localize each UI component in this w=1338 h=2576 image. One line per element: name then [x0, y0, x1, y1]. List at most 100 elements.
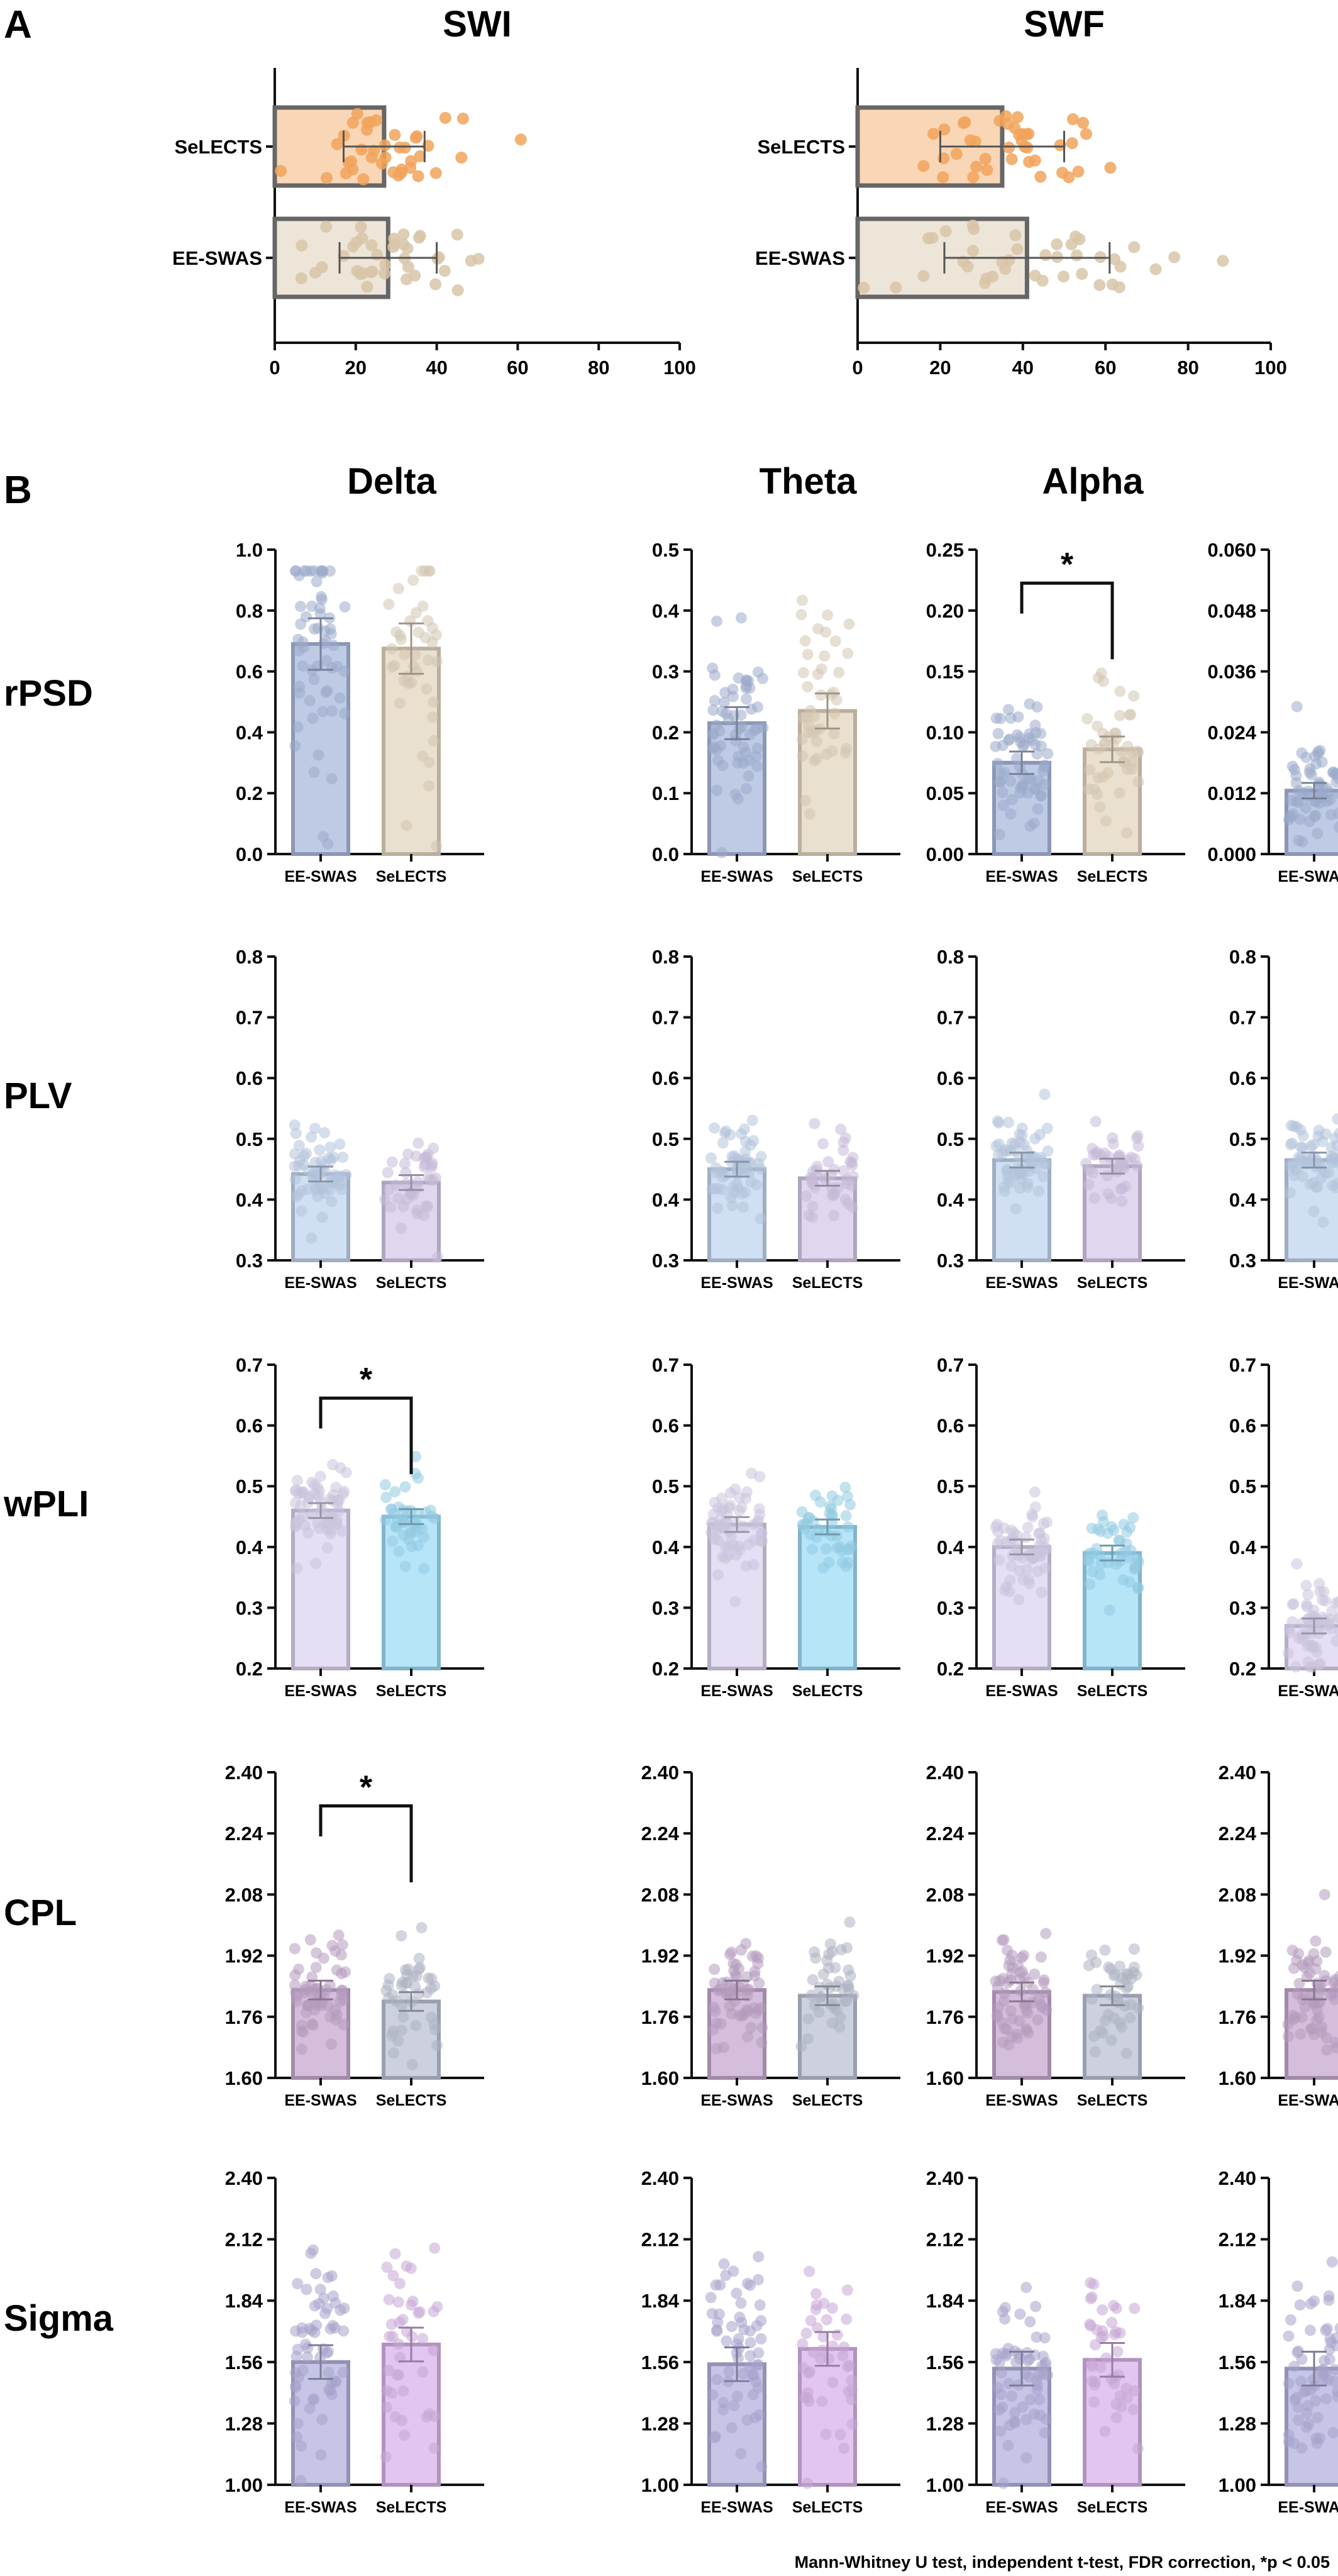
data-point	[1015, 1167, 1027, 1179]
data-point	[712, 1569, 724, 1581]
x-category-label: SeLECTS	[376, 2092, 447, 2109]
data-point	[289, 1969, 301, 1981]
data-point	[410, 2019, 422, 2031]
data-point	[826, 1945, 838, 1957]
data-point	[406, 1541, 417, 1553]
data-point	[306, 1232, 318, 1244]
y-tick-label: 0.8	[236, 600, 263, 622]
x-tick-label: 0	[852, 357, 863, 379]
data-point	[290, 1996, 302, 2007]
data-point	[431, 2040, 443, 2051]
data-point	[1003, 1960, 1015, 1972]
data-point	[1100, 815, 1112, 827]
data-point	[324, 1141, 336, 1153]
data-point	[331, 138, 343, 150]
data-point	[753, 2251, 765, 2263]
y-tick-label: 1.28	[641, 2412, 679, 2434]
data-point	[1326, 2256, 1338, 2268]
data-point	[1112, 2346, 1124, 2358]
data-point	[707, 704, 719, 716]
y-tick-label: 0.6	[236, 661, 263, 683]
y-tick-label: 0.5	[236, 1128, 263, 1150]
data-point	[1131, 1160, 1143, 1172]
data-point	[455, 152, 468, 164]
y-tick-label: 0.0	[236, 843, 263, 865]
y-tick-label: 0.4	[1229, 1189, 1257, 1211]
data-point	[1013, 1594, 1025, 1606]
data-point	[807, 1201, 819, 1213]
data-point	[412, 2307, 424, 2319]
data-point	[1094, 1550, 1106, 1562]
data-point	[841, 743, 853, 755]
y-tick-label: 0.6	[1229, 1067, 1256, 1089]
data-point	[826, 1502, 838, 1514]
data-point	[296, 1205, 307, 1217]
data-point	[1114, 2327, 1126, 2339]
data-point	[394, 2351, 406, 2363]
data-point	[421, 683, 433, 695]
data-point	[1293, 1152, 1305, 1163]
data-point	[722, 1541, 734, 1553]
data-point	[1317, 2363, 1329, 2375]
data-point	[817, 2331, 829, 2343]
y-tick-label: 2.40	[225, 1762, 263, 1784]
data-point	[705, 2292, 717, 2304]
data-point	[706, 1183, 718, 1195]
data-point	[1325, 1989, 1337, 2001]
y-tick-label: 0.4	[236, 1189, 263, 1211]
data-point	[730, 735, 742, 747]
data-point	[993, 1554, 1005, 1566]
y-tick-label: 0.5	[1229, 1128, 1256, 1150]
data-point	[810, 2288, 822, 2300]
y-tick-label: 0.6	[236, 1415, 263, 1437]
data-point	[716, 847, 728, 858]
data-point	[1306, 2023, 1318, 2035]
data-point	[290, 2350, 302, 2362]
data-point	[726, 2422, 738, 2434]
data-point	[1283, 2030, 1295, 2042]
data-point	[747, 2370, 759, 2382]
data-point	[1313, 778, 1325, 790]
data-point	[1310, 2395, 1322, 2407]
y-tick-label: 0.4	[236, 1536, 263, 1558]
data-point	[741, 2031, 753, 2043]
significance-marker: *	[360, 1769, 373, 1806]
data-point	[1310, 758, 1322, 770]
data-point	[1124, 2012, 1136, 2024]
data-point	[1089, 2376, 1101, 2388]
data-point	[829, 708, 841, 719]
data-point	[1286, 1137, 1298, 1149]
data-point	[1329, 1974, 1338, 1985]
y-tick-label: 1.60	[641, 2067, 679, 2089]
data-point	[1122, 763, 1134, 775]
data-point	[724, 1487, 736, 1499]
significance-bracket	[319, 1804, 413, 1882]
data-point	[750, 1950, 762, 1962]
data-point	[1093, 279, 1106, 291]
y-tick-label: 2.40	[926, 1762, 964, 1784]
data-point	[394, 2277, 406, 2289]
data-point	[406, 1526, 417, 1538]
data-point	[802, 2477, 814, 2489]
y-tick-label: 1.76	[641, 2006, 679, 2028]
data-point	[361, 280, 373, 293]
data-point	[1312, 828, 1324, 840]
data-point	[355, 143, 368, 156]
column-title-theta: Theta	[760, 461, 857, 502]
y-tick-label: 0.00	[926, 843, 964, 865]
data-point	[1014, 761, 1026, 773]
data-point	[329, 1169, 341, 1181]
data-point	[826, 1189, 838, 1201]
data-point	[994, 2425, 1006, 2437]
data-point	[346, 116, 359, 129]
y-tick-label: 0.4	[1229, 1536, 1257, 1558]
data-point	[1023, 732, 1035, 744]
data-point	[842, 2360, 854, 2372]
data-point	[1034, 2409, 1046, 2421]
data-point	[387, 2331, 399, 2343]
data-point	[841, 1942, 853, 1954]
data-point	[1317, 1136, 1329, 1148]
data-point	[289, 1119, 301, 1131]
data-point	[821, 2314, 832, 2326]
